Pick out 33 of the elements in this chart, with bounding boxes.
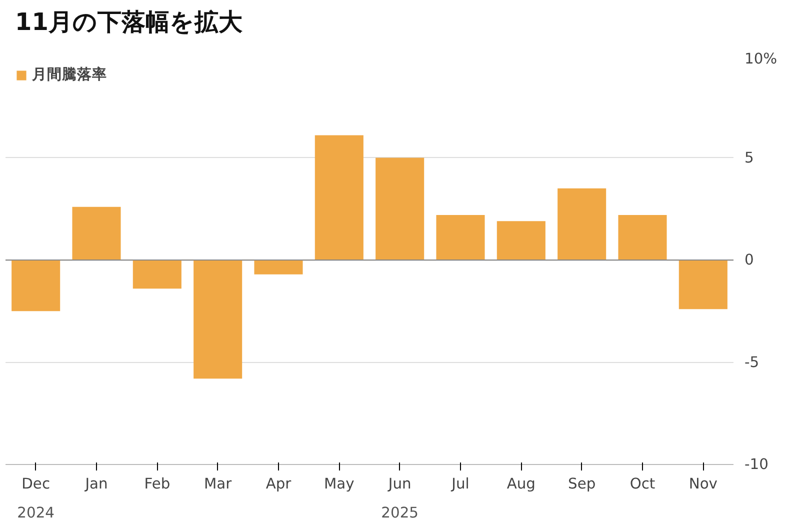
text: 2025: [381, 504, 418, 522]
bar: [314, 135, 364, 260]
x-tick-label: May: [324, 476, 355, 492]
x-tick-label: Nov: [688, 476, 718, 492]
bar: [376, 158, 424, 260]
text: 2024: [17, 504, 54, 522]
x-tick-label: Jan: [84, 476, 108, 492]
x-tick-label: Jun: [387, 476, 412, 492]
bar: [618, 215, 667, 260]
y-tick-label: 5: [744, 149, 754, 166]
bar: [12, 260, 60, 312]
x-tick-label: Aug: [506, 476, 536, 492]
bar: [558, 188, 606, 260]
x-tick-label: Dec: [22, 476, 50, 492]
x-tick-label: Feb: [144, 476, 170, 492]
x-tick-label: Sep: [568, 476, 596, 492]
x-tick-label: Mar: [204, 476, 233, 492]
bar: [194, 260, 242, 379]
bar: [132, 260, 182, 289]
x-tick-label: Oct: [630, 476, 656, 492]
x-tick-label: Jul: [450, 476, 470, 492]
legend-label: 月間騰落率: [32, 65, 107, 84]
y-tick-label: -5: [744, 354, 760, 371]
bar: [496, 221, 546, 260]
bar: [678, 260, 728, 310]
x-tick-label: Apr: [266, 476, 292, 492]
y-tick-label: -10: [744, 456, 768, 473]
bar: [254, 260, 303, 274]
bar: [72, 206, 121, 260]
chart-title: 11月の下落幅を拡大: [15, 7, 242, 38]
y-tick-label: 0: [744, 252, 754, 268]
y-tick-label: 10%: [744, 50, 778, 68]
bar: [436, 215, 485, 260]
